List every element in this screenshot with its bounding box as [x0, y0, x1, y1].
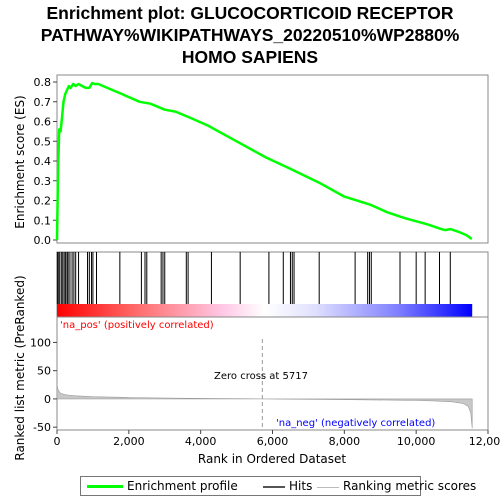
negative-correlation-label: 'na_neg' (negatively correlated)	[276, 418, 435, 429]
es-y-tick-label: 0.1	[34, 214, 52, 227]
legend-label-metric: Ranking metric scores	[343, 479, 477, 493]
enrichment-profile-line	[55, 81, 473, 241]
metric-y-tick-label: 0	[44, 393, 51, 406]
hits-panel	[56, 251, 489, 318]
legend-label-hits: Hits	[289, 479, 313, 493]
metric-y-axis-label: Ranked list metric (PreRanked)	[13, 275, 27, 460]
legend-label-enrichment: Enrichment profile	[127, 479, 238, 493]
x-tick-label: 2,000	[113, 435, 145, 448]
title-line-2: PATHWAY%WIKIPATHWAYS_20220510%WP2880%	[40, 25, 460, 45]
es-panel: 0.0 0.1 0.2 0.3 0.4 0.5 0.6 0.7 0.8	[34, 74, 489, 247]
zero-cross-label: Zero cross at 5717	[214, 371, 308, 382]
legend-swatch-metric	[317, 487, 339, 488]
metric-y-tick-label: -50	[33, 421, 51, 434]
x-tick-label: 6,000	[257, 435, 289, 448]
x-axis-label: Rank in Ordered Dataset	[198, 452, 346, 466]
x-tick-label: 8,000	[329, 435, 361, 448]
es-y-tick-label: 0.2	[34, 195, 52, 208]
chart-title: Enrichment plot: GLUCOCORTICOID RECEPTOR…	[0, 2, 500, 68]
legend-swatch-hits	[263, 486, 285, 488]
x-tick-label: 0	[54, 435, 61, 448]
es-y-tick-label: 0.4	[34, 155, 52, 168]
positive-correlation-label: 'na_pos' (positively correlated)	[60, 320, 214, 331]
es-y-tick-label: 0.5	[34, 135, 52, 148]
es-plot-frame	[56, 74, 489, 244]
metric-y-tick-label: 50	[37, 365, 51, 378]
es-y-tick-label: 0.7	[34, 96, 52, 109]
es-y-tick-label: 0.0	[34, 234, 52, 247]
es-y-tick-label: 0.8	[34, 76, 52, 89]
x-tick-label: 12,000	[469, 435, 500, 448]
title-line-3: HOMO SAPIENS	[181, 47, 319, 67]
metric-plot-frame	[56, 316, 489, 431]
es-y-tick-label: 0.6	[34, 116, 52, 129]
es-y-axis-label: Enrichment score (ES)	[13, 95, 27, 228]
rank-color-bar	[57, 304, 473, 317]
legend-swatch-enrichment	[87, 485, 123, 488]
metric-y-tick-label: 100	[30, 336, 51, 349]
x-tick-label: 4,000	[185, 435, 217, 448]
es-y-tick-label: 0.3	[34, 175, 52, 188]
title-line-1: Enrichment plot: GLUCOCORTICOID RECEPTOR	[46, 3, 454, 23]
legend: Enrichment profile Hits Ranking metric s…	[80, 476, 476, 496]
x-tick-label: 10,000	[397, 435, 436, 448]
